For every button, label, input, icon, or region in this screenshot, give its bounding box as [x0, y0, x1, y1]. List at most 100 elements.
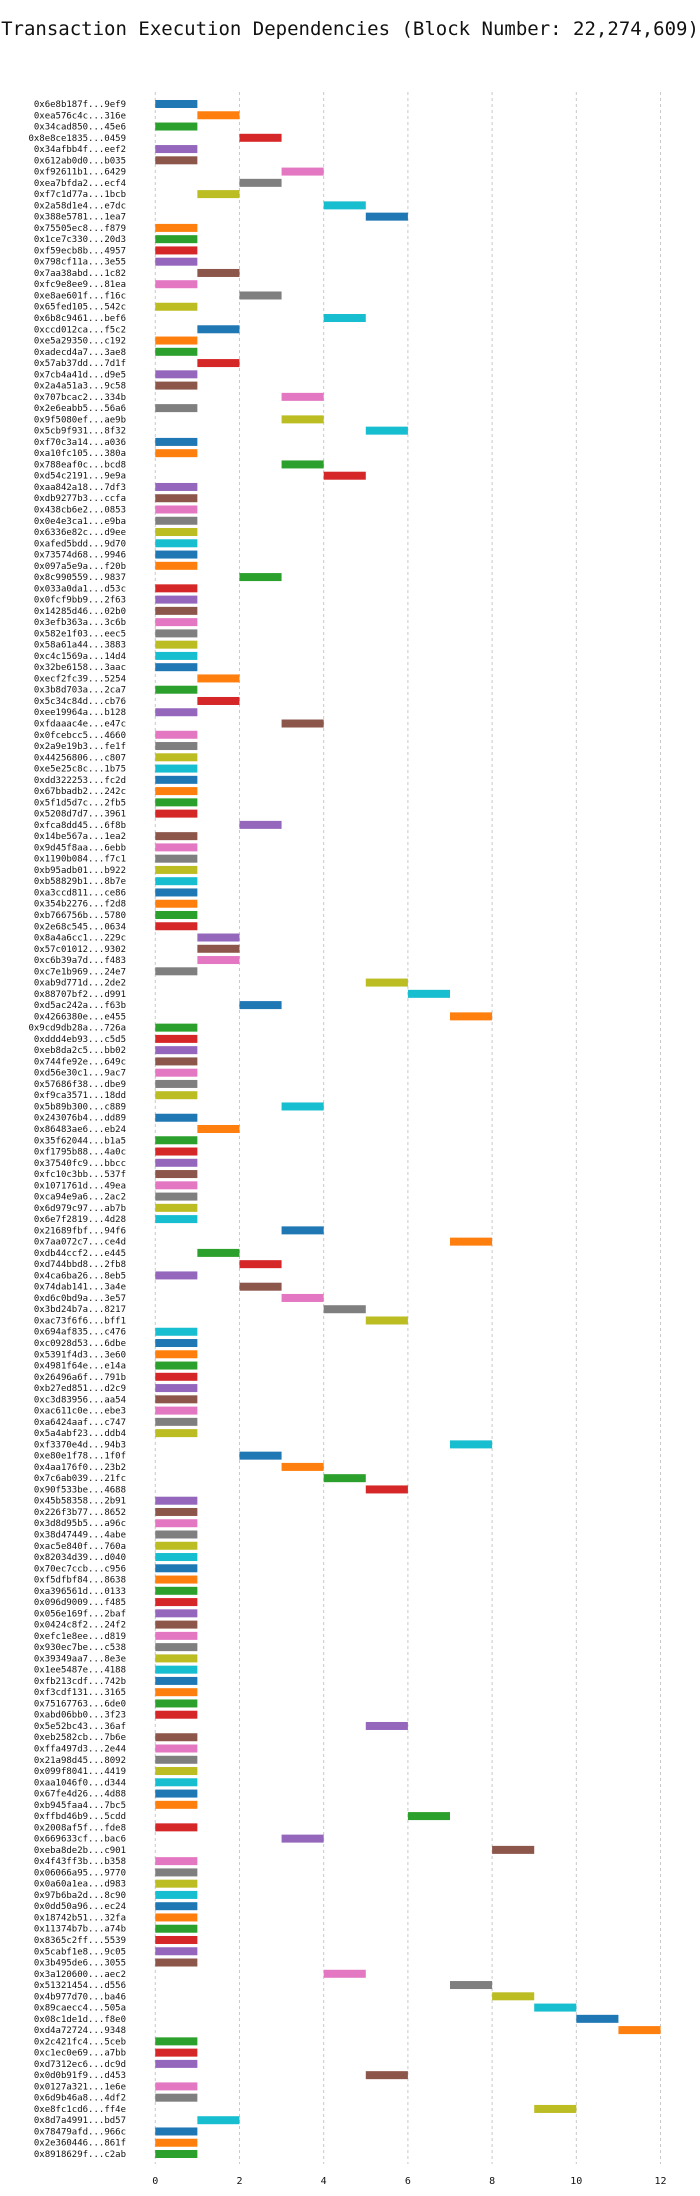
transaction-bar — [155, 1789, 198, 1798]
transaction-label: 0x32be6158...3aac — [34, 663, 126, 673]
transaction-bar — [155, 449, 198, 458]
transaction-bar — [155, 877, 198, 886]
transaction-bar — [155, 1643, 198, 1652]
transaction-label: 0x38d47449...4abe — [34, 1530, 126, 1540]
transaction-label: 0x5b89b300...c889 — [34, 1102, 126, 1112]
transaction-bar — [155, 1079, 198, 1088]
transaction-label: 0x8a4a6cc1...229c — [34, 934, 126, 944]
transaction-bar — [323, 1969, 366, 1978]
transaction-label: 0xfdaaac4e...e47c — [34, 720, 126, 730]
transaction-label: 0x7aa38abd...1c82 — [34, 269, 126, 279]
transaction-bar — [407, 1812, 450, 1821]
transaction-label: 0xd7312ec6...dc9d — [34, 2060, 126, 2070]
transaction-bar — [155, 482, 198, 491]
transaction-bar — [281, 415, 324, 424]
transaction-bar — [155, 629, 198, 638]
transaction-bar — [155, 584, 198, 593]
transaction-label: 0xeb2582cb...7b6e — [34, 1733, 126, 1743]
transaction-bar — [197, 268, 240, 277]
transaction-bar — [155, 1699, 198, 1708]
transaction-label: 0x4b977d70...ba46 — [34, 1992, 126, 2002]
transaction-label: 0xd5ac242a...f63b — [34, 1001, 126, 1011]
transaction-label: 0xe5e25c8c...1b75 — [34, 765, 126, 775]
transaction-bar — [155, 2048, 198, 2057]
transaction-bar — [155, 223, 198, 232]
transaction-bar — [281, 1834, 324, 1843]
transaction-label: 0xa6424aaf...c747 — [34, 1418, 126, 1428]
transaction-bar — [155, 1924, 198, 1933]
transaction-bar — [407, 989, 450, 998]
transaction-label: 0x4f43ff3b...b358 — [34, 1857, 126, 1867]
transaction-label: 0x5208d7d7...3961 — [34, 810, 126, 820]
transaction-bar — [155, 1631, 198, 1640]
transaction-label: 0x3d8d95b5...a96c — [34, 1519, 126, 1529]
transaction-label: 0xfc9e8ee9...81ea — [34, 280, 126, 290]
transaction-bar — [197, 696, 240, 705]
transaction-bar — [281, 1226, 324, 1235]
transaction-label: 0x2c421fc4...5ceb — [34, 2037, 126, 2047]
transaction-bar — [155, 156, 198, 165]
transaction-bar — [281, 1102, 324, 1111]
transaction-bar — [155, 1958, 198, 1967]
transaction-bar — [155, 1170, 198, 1179]
transaction-label: 0xc1ec0e69...a7bb — [34, 2049, 126, 2059]
transaction-bar — [155, 1586, 198, 1595]
transaction-bar — [155, 888, 198, 897]
transaction-label: 0x669633cf...bac6 — [34, 1835, 126, 1845]
transaction-label: 0x243076b4...dd89 — [34, 1114, 126, 1124]
transaction-bar — [239, 820, 282, 829]
transaction-bar — [155, 1181, 198, 1190]
transaction-bar — [155, 1429, 198, 1438]
transaction-bar — [155, 1541, 198, 1550]
transaction-bar — [155, 1744, 198, 1753]
transaction-bar — [155, 1046, 198, 1055]
transaction-bar — [155, 1564, 198, 1573]
transaction-bar — [155, 843, 198, 852]
transaction-bar — [155, 2150, 198, 2158]
transaction-bar — [576, 2014, 619, 2023]
transaction-label: 0x21a98d45...8092 — [34, 1756, 126, 1766]
transaction-label: 0x2008af5f...fde8 — [34, 1823, 126, 1833]
transaction-label: 0x4981f64e...e14a — [34, 1362, 126, 1372]
transaction-label: 0x6d9b46a8...4df2 — [34, 2094, 126, 2104]
transaction-bar — [239, 291, 282, 300]
transaction-bar — [155, 1778, 198, 1787]
transaction-bar — [155, 1384, 198, 1393]
transaction-bar — [155, 753, 198, 762]
transaction-bar — [197, 359, 240, 368]
transaction-bar — [155, 1530, 198, 1539]
transaction-bar — [239, 573, 282, 582]
transaction-label: 0x3b8d703a...2ca7 — [34, 686, 126, 696]
transaction-bar — [197, 674, 240, 683]
x-tick-label: 0 — [152, 2176, 158, 2187]
transaction-label: 0xeba8de2b...c901 — [34, 1846, 126, 1856]
transaction-label: 0xe8fc1cd6...ff4e — [34, 2105, 126, 2115]
transaction-bar — [323, 201, 366, 210]
transaction-bar — [155, 1091, 198, 1100]
transaction-bar — [155, 1203, 198, 1212]
transaction-bar — [155, 404, 198, 413]
transaction-bar — [155, 1271, 198, 1280]
transaction-label: 0xb58829b1...8b7e — [34, 877, 126, 887]
transaction-bar — [155, 967, 198, 976]
x-tick-label: 4 — [321, 2176, 327, 2187]
transaction-label: 0x08c1de1d...f8e0 — [34, 2015, 126, 2025]
transaction-bar — [534, 2104, 577, 2113]
transaction-bars — [155, 100, 661, 2158]
transaction-bar — [155, 550, 198, 559]
x-tick-label: 10 — [570, 2176, 582, 2187]
transaction-bar — [155, 539, 198, 548]
transaction-bar — [155, 809, 198, 818]
transaction-bar — [155, 494, 198, 503]
transaction-label: 0x0127a321...1e6e — [34, 2082, 126, 2092]
transaction-label: 0xb766756b...5780 — [34, 911, 126, 921]
transaction-label: 0xeb8da2c5...bb02 — [34, 1046, 126, 1056]
transaction-bar — [155, 775, 198, 784]
transaction-bar — [239, 133, 282, 142]
transaction-bar — [155, 798, 198, 807]
transaction-label: 0x6e7f2819...4d28 — [34, 1215, 126, 1225]
transaction-label: 0xf5dfbf84...8638 — [34, 1576, 126, 1586]
transaction-bar — [155, 618, 198, 627]
transaction-bar — [155, 2127, 198, 2136]
